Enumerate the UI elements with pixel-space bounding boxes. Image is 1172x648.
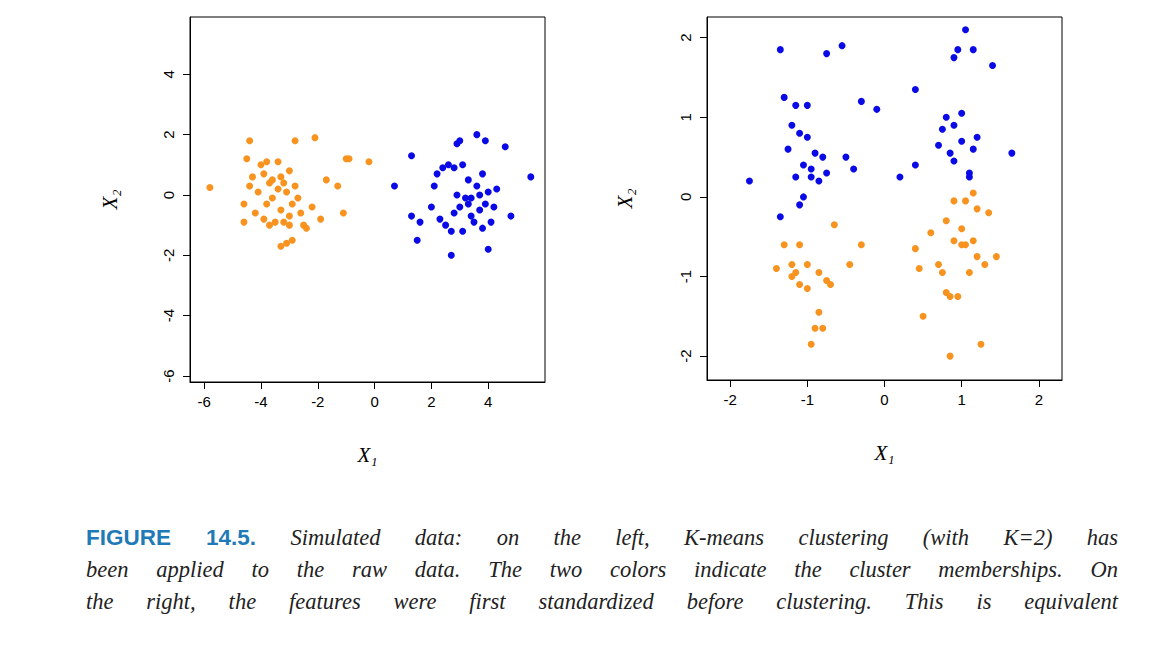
svg-text:2: 2 xyxy=(1035,391,1043,408)
svg-text:2: 2 xyxy=(160,130,177,138)
svg-text:-6: -6 xyxy=(198,393,211,410)
svg-text:4: 4 xyxy=(484,393,492,410)
svg-text:-6: -6 xyxy=(160,369,177,382)
svg-text:0: 0 xyxy=(160,191,177,199)
html-text:Simulated data: on the left, K: Simulated data: on the left, K-means clu… xyxy=(290,525,1118,550)
svg-text:-1: -1 xyxy=(677,270,694,283)
svg-text:X₂: X₂ xyxy=(98,189,122,210)
svg-text:0: 0 xyxy=(677,193,694,201)
svg-text:0: 0 xyxy=(370,393,378,410)
html-text:FIGURE 14.5.: FIGURE 14.5. xyxy=(86,525,256,550)
svg-text:-2: -2 xyxy=(677,349,694,362)
svg-text:2: 2 xyxy=(427,393,435,410)
svg-text:1: 1 xyxy=(958,391,966,408)
svg-text:2: 2 xyxy=(677,34,694,42)
html-text:the right, the features were f: the right, the features were first stand… xyxy=(86,589,1118,614)
svg-text:4: 4 xyxy=(160,70,177,78)
svg-text:0: 0 xyxy=(880,391,888,408)
svg-text:1: 1 xyxy=(677,113,694,121)
svg-text:-4: -4 xyxy=(160,309,177,322)
svg-text:X₁: X₁ xyxy=(873,441,894,465)
svg-text:-4: -4 xyxy=(254,393,267,410)
svg-text:-1: -1 xyxy=(801,391,814,408)
html-text:been applied to the raw data.: been applied to the raw data. The two co… xyxy=(86,557,1118,582)
svg-text:X₂: X₂ xyxy=(613,188,637,209)
svg-text:-2: -2 xyxy=(160,249,177,262)
svg-text:-2: -2 xyxy=(311,393,324,410)
svg-text:-2: -2 xyxy=(723,391,736,408)
svg-text:X₁: X₁ xyxy=(356,443,377,467)
